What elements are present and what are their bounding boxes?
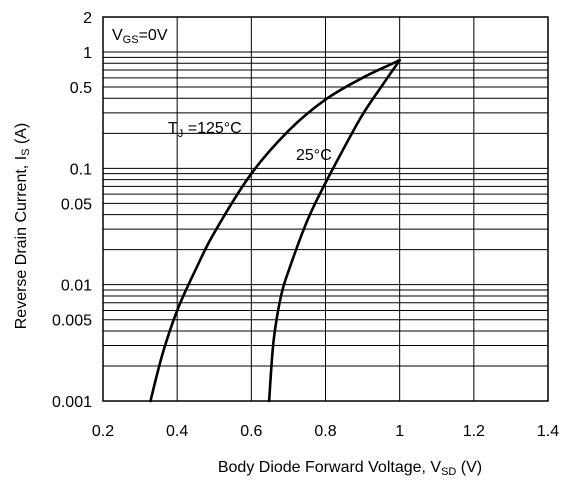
x-tick-label: 1.2 bbox=[463, 423, 485, 440]
y-tick-label: 0.001 bbox=[52, 394, 92, 411]
y-axis-label: Reverse Drain Current, IS (A) bbox=[13, 123, 32, 330]
y-axis-label-unit: (A) bbox=[13, 123, 30, 149]
y-axis-label-sub: S bbox=[20, 149, 32, 156]
x-tick-label: 1 bbox=[395, 423, 404, 440]
y-tick-label: 0.01 bbox=[61, 278, 92, 295]
y-tick-label: 2 bbox=[83, 10, 92, 27]
tick-labels: 0.2 0.4 0.6 0.8 1 1.2 1.4 0.001 0.005 0.01 0.05 0.1… bbox=[52, 10, 559, 440]
y-tick-label: 1 bbox=[83, 45, 92, 62]
condition-label-main: V bbox=[112, 27, 123, 44]
x-tick-label: 0.2 bbox=[92, 423, 114, 440]
x-axis-label-sub: SD bbox=[441, 466, 456, 478]
series-label-125c: TJ =125°C bbox=[168, 120, 242, 140]
x-axis-label-unit: (V) bbox=[456, 459, 482, 476]
series-label-125c-rest: =125°C bbox=[183, 120, 241, 137]
x-tick-label: 0.6 bbox=[240, 423, 262, 440]
series-label-125c-main: T bbox=[168, 120, 178, 137]
condition-label: VGS=0V bbox=[112, 27, 168, 46]
y-tick-label: 0.5 bbox=[70, 80, 92, 97]
series-label-25c: 25°C bbox=[296, 147, 332, 164]
y-tick-label: 0.005 bbox=[52, 313, 92, 330]
series-label-125c-sub: J bbox=[178, 128, 184, 140]
x-tick-label: 1.4 bbox=[537, 423, 559, 440]
condition-label-rest: =0V bbox=[139, 27, 168, 44]
grid bbox=[103, 17, 548, 401]
plot-frame bbox=[102, 16, 549, 402]
curves bbox=[149, 58, 401, 403]
y-tick-label: 0.05 bbox=[61, 196, 92, 213]
y-axis-label-main: Reverse Drain Current, I bbox=[13, 156, 30, 329]
series-line-125c bbox=[149, 58, 401, 403]
series-line-25c bbox=[267, 58, 401, 403]
condition-label-sub: GS bbox=[123, 34, 139, 46]
x-tick-label: 0.8 bbox=[314, 423, 336, 440]
x-axis-label-main: Body Diode Forward Voltage, V bbox=[218, 459, 442, 476]
y-tick-label: 0.1 bbox=[70, 161, 92, 178]
x-tick-label: 0.4 bbox=[166, 423, 188, 440]
x-axis-label: Body Diode Forward Voltage, VSD (V) bbox=[218, 459, 482, 478]
